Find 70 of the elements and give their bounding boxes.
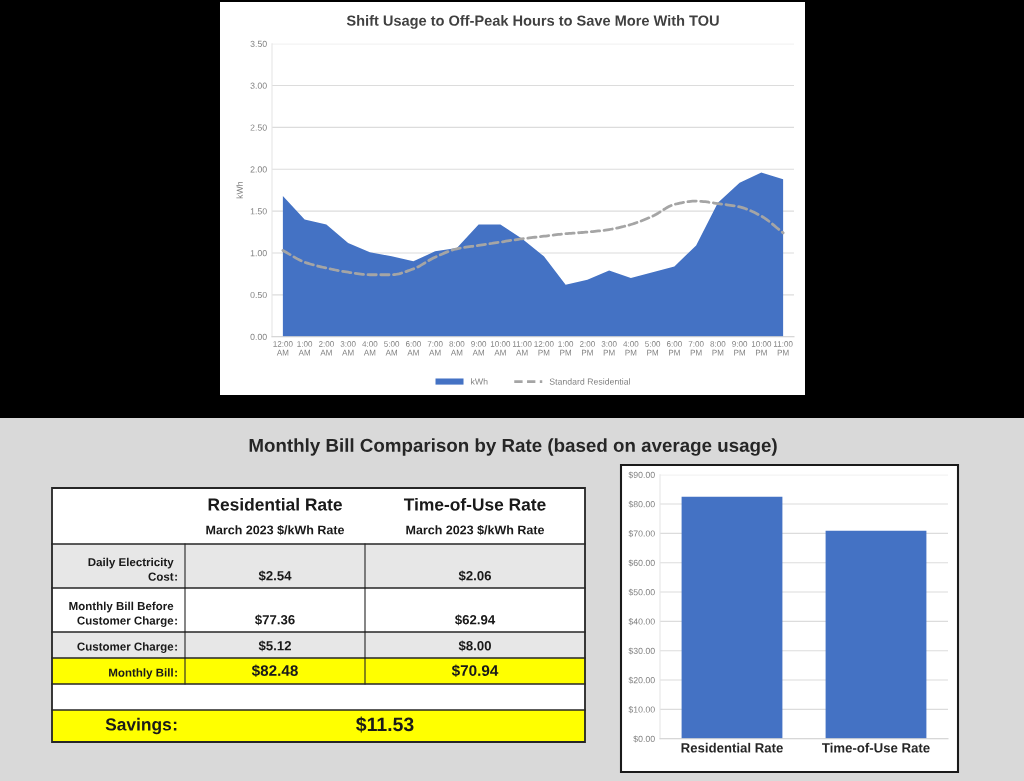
x-tick-label: 12:00 PM xyxy=(534,341,554,356)
y-tick-label: 2.50 xyxy=(250,124,267,131)
text: : xyxy=(173,721,177,731)
data-label: $82.48 xyxy=(251,664,298,677)
y-tick-label: $40.00 xyxy=(628,618,655,626)
y-tick-label: $60.00 xyxy=(628,559,655,567)
data-label: $70.94 xyxy=(451,664,499,677)
category-label: Savings xyxy=(105,717,172,735)
y-tick-label: 1.50 xyxy=(250,208,267,215)
text: : xyxy=(175,644,177,651)
x-tick-label: 2:00 PM xyxy=(579,341,595,356)
category-label: Daily Electricity Cost xyxy=(88,557,174,581)
x-tick-label: 3:00 PM xyxy=(601,341,617,356)
x-tick-label: 11:00 PM xyxy=(773,341,793,356)
x-tick-label: 8:00 AM xyxy=(449,341,465,356)
x-tick-label: 6:00 AM xyxy=(405,341,421,356)
chart-title: Shift Usage to Off-Peak Hours to Save More With TOU xyxy=(346,15,719,29)
x-tick-label: 3:00 AM xyxy=(340,341,356,356)
x-tick-label: 9:00 AM xyxy=(471,341,487,356)
legend-label: kWh xyxy=(471,378,488,385)
y-tick-label: $70.00 xyxy=(628,530,655,538)
y-tick-label: 3.00 xyxy=(250,82,267,89)
y-tick-label: $10.00 xyxy=(628,706,655,714)
x-tick-label: 10:00 AM xyxy=(490,341,511,356)
y-axis-title: kWh xyxy=(236,182,243,199)
x-tick-label: 10:00 PM xyxy=(751,341,772,356)
data-label: $2.54 xyxy=(258,570,292,582)
data-label: $77.36 xyxy=(255,614,295,626)
text: : xyxy=(175,618,177,625)
data-label: $5.12 xyxy=(258,640,291,652)
y-tick-label: $30.00 xyxy=(628,647,655,655)
category-label: Monthly Bill xyxy=(109,668,173,679)
x-tick-label: 2:00 AM xyxy=(318,341,334,356)
y-tick-label: $0.00 xyxy=(633,735,655,743)
y-tick-label: $90.00 xyxy=(628,471,655,479)
category-label: Monthly Bill Before Customer Charge xyxy=(69,601,174,627)
x-tick-label: 1:00 PM xyxy=(558,341,574,356)
series-label: Time-of-Use Rate March 2023 $/kWh Rate xyxy=(403,497,546,536)
x-tick-label: 7:00 PM xyxy=(688,341,704,356)
data-label: $11.53 xyxy=(356,716,414,733)
x-tick-label: Time-of-Use Rate xyxy=(822,742,930,753)
x-tick-label: 5:00 AM xyxy=(384,341,400,356)
text: : xyxy=(175,670,177,677)
y-tick-label: 2.00 xyxy=(250,166,267,173)
text: : xyxy=(175,574,177,581)
x-tick-label: 9:00 PM xyxy=(732,341,748,356)
x-tick-label: 11:00 AM xyxy=(512,341,532,356)
series-label: Residential Rate March 2023 $/kWh Rate xyxy=(206,497,345,536)
x-tick-label: 4:00 AM xyxy=(362,341,378,356)
text: Monthly Bill Comparison by Rate (based on average usage) xyxy=(249,438,777,456)
y-tick-label: $80.00 xyxy=(628,500,655,508)
x-tick-label: 5:00 PM xyxy=(645,341,661,356)
x-tick-label: 8:00 PM xyxy=(710,341,726,356)
y-tick-label: $20.00 xyxy=(628,676,655,684)
y-tick-label: 0.50 xyxy=(250,291,267,299)
y-tick-label: $50.00 xyxy=(628,588,655,596)
x-tick-label: 7:00 AM xyxy=(427,341,443,356)
x-tick-label: 1:00 AM xyxy=(297,341,313,356)
category-label: Customer Charge xyxy=(77,642,174,653)
x-tick-label: 4:00 PM xyxy=(623,341,639,356)
x-tick-label: Residential Rate xyxy=(681,742,783,753)
x-tick-label: 12:00 AM xyxy=(273,341,293,356)
y-tick-label: 0.00 xyxy=(250,333,267,340)
legend-label: Standard Residential xyxy=(549,378,630,385)
data-label: $8.00 xyxy=(458,640,491,652)
x-tick-label: 6:00 PM xyxy=(666,341,682,356)
y-tick-label: 3.50 xyxy=(250,40,267,47)
y-tick-label: 1.00 xyxy=(250,250,267,257)
data-label: $62.94 xyxy=(455,614,496,626)
data-label: $2.06 xyxy=(458,570,492,582)
